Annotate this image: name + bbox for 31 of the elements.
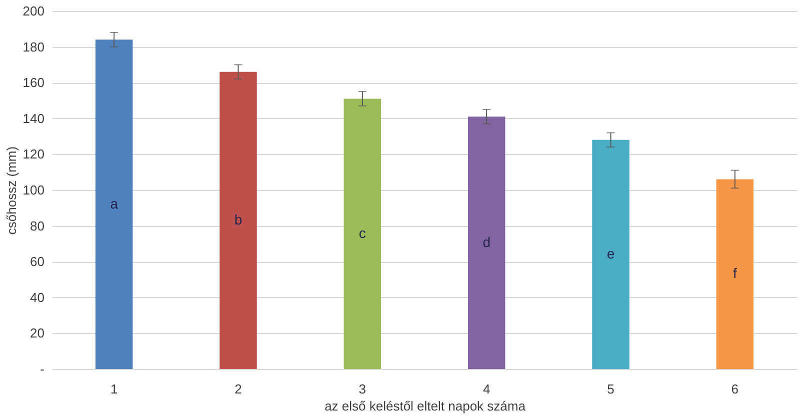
y-tick-label: 40 [30,290,44,305]
annotation: a [110,195,118,212]
y-tick-label: 160 [22,75,44,90]
x-tick-label: 4 [482,382,490,396]
x-tick-label: 5 [607,382,614,396]
bar [95,40,133,369]
x-tick-label: 6 [731,382,739,396]
y-tick-label: 100 [22,182,44,198]
bar [220,72,257,369]
annotation: e [606,245,615,262]
y-tick-label: 20 [30,326,44,341]
y-tick-label: 180 [22,39,44,54]
bar [716,179,754,369]
x-tick-label: 2 [234,382,242,396]
y-tick-label: 80 [30,218,44,234]
bar [468,116,506,369]
y-tick-label: 60 [30,254,44,270]
bar [592,140,630,369]
x-tick-label: 1 [110,382,118,396]
bar [344,98,382,369]
annotation: f [732,265,737,282]
x-tick-label: 3 [358,382,366,396]
annotation: d [482,234,490,250]
annotation: b [234,211,242,228]
x-axis-title: az első keléstől eltelt napok száma [324,398,526,414]
y-tick-label: - [40,362,44,376]
annotation: c [358,224,366,241]
y-tick-label: 140 [22,110,44,126]
y-axis-title: csőhossz (mm) [4,146,19,235]
y-tick-label: 200 [22,4,44,18]
y-tick-label: 120 [22,146,44,162]
